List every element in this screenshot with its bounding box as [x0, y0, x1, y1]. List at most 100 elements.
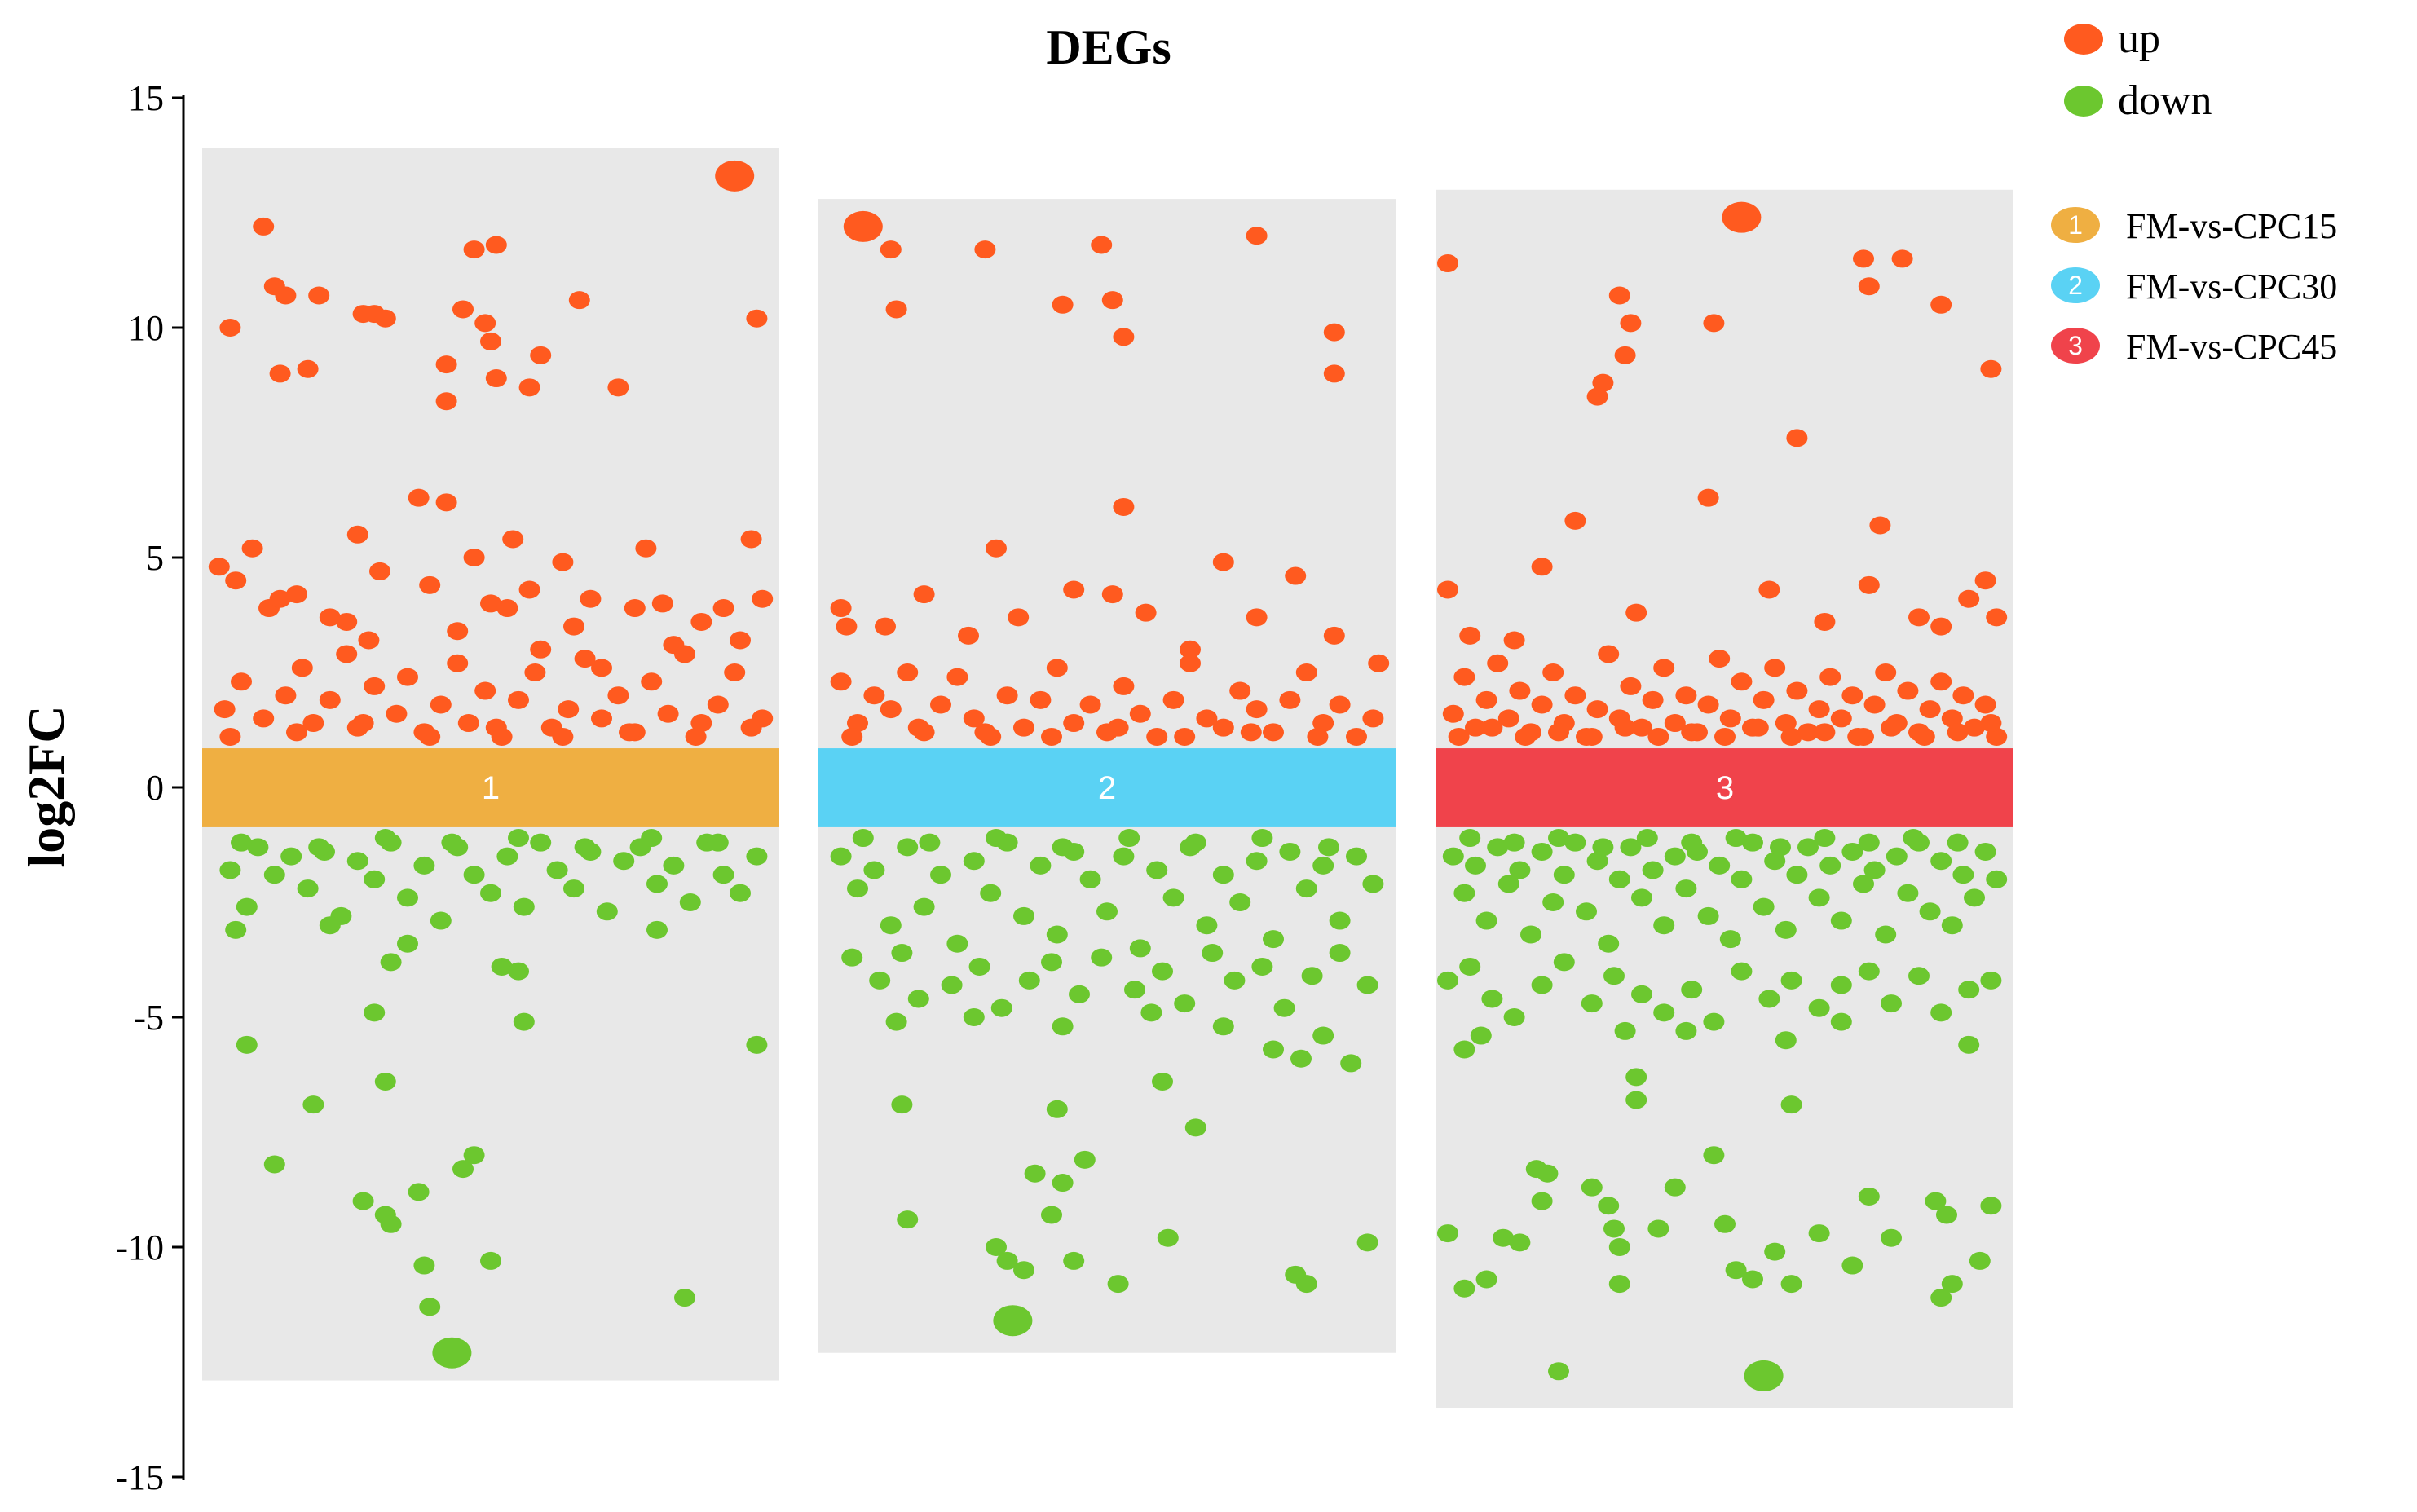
group-3-up-point	[1453, 668, 1475, 686]
group-3-down-point	[1664, 847, 1686, 866]
group-3-down-point	[1714, 1214, 1736, 1233]
group-3-up-point	[1731, 672, 1753, 691]
y-tick-label: 10	[128, 308, 164, 348]
group-3-down-point	[1453, 1040, 1475, 1059]
group-2-down-point	[1290, 1049, 1312, 1068]
group-2-down-point	[1356, 976, 1378, 994]
group-3-up-point	[1747, 718, 1769, 737]
group-3-up-point	[1930, 617, 1952, 636]
group-1-up-point	[302, 714, 324, 733]
group-1-down-point	[679, 893, 701, 911]
group-3-down-point	[1974, 842, 1996, 861]
group-3-down-point	[1858, 1187, 1880, 1206]
group-2-down-point	[869, 971, 891, 990]
group-2-up-point	[1113, 328, 1135, 346]
group-3-down-point	[1553, 953, 1575, 972]
group-1-up-point	[508, 690, 529, 709]
group-3-down-point	[1731, 962, 1753, 981]
group-3-up-point	[1858, 277, 1880, 296]
group-2-band-label: 2	[1098, 770, 1116, 806]
group-3-down-point	[1509, 861, 1531, 879]
group-3-down-point	[1719, 930, 1741, 949]
group-2-down-point	[885, 1012, 907, 1031]
group-1-down-point	[397, 934, 418, 953]
group-3-down-point	[1503, 1008, 1525, 1026]
group-2-up-point	[1129, 704, 1151, 723]
group-3-up-point	[1465, 718, 1486, 737]
group-2-down-point	[1091, 948, 1113, 967]
group-2-down-point	[830, 847, 852, 866]
group-3-down-point	[1576, 902, 1597, 921]
group-2-down-point	[930, 866, 951, 884]
group-3-up-point	[1930, 295, 1952, 314]
group-1-up-point	[485, 369, 507, 388]
group-2-up-point	[1323, 364, 1345, 383]
group-3-down-point	[1603, 967, 1625, 985]
group-3-up-point	[1714, 727, 1736, 746]
group-1-up-point	[452, 300, 474, 319]
group-1-up-point	[707, 695, 729, 714]
group-1-up-point	[408, 488, 430, 507]
group-3-up-point	[1598, 645, 1620, 663]
group-3-down-point	[1470, 1026, 1492, 1045]
group-1-down-point	[364, 1003, 386, 1022]
group-1-up-point	[730, 631, 751, 650]
group-3-up-point	[1625, 603, 1647, 622]
group-2-up-point	[974, 240, 996, 259]
group-3-up-point	[1681, 723, 1703, 742]
group-2-down-point	[1024, 1164, 1046, 1183]
group-1-up-point	[269, 364, 291, 383]
group-1-up-point	[485, 236, 507, 254]
group-3-up-point	[1647, 727, 1669, 746]
group-2-down-point	[1041, 953, 1062, 972]
group-2-down-point	[907, 990, 929, 1008]
group-2-down-point	[1229, 893, 1251, 911]
group-3-up-point	[1758, 580, 1780, 599]
group-2-up-point	[1180, 640, 1201, 659]
group-2-down-point	[1152, 1072, 1173, 1091]
group-3-up-point	[1980, 714, 2002, 733]
group-2-down-point	[1312, 856, 1334, 875]
group-3-down-point	[1453, 1279, 1475, 1298]
group-3-up-point	[1786, 681, 1808, 700]
legend-groups: 1 FM-vs-CPC15 2 FM-vs-CPC30 3 FM-vs-CPC45	[2051, 206, 2337, 367]
group-3-down-point	[1969, 1251, 1991, 1270]
group-1-down-point	[236, 897, 258, 916]
group-1-up-point	[502, 530, 524, 549]
group-2-down-point	[980, 884, 1002, 902]
group-2-down-point	[1251, 957, 1273, 976]
group-2-up-point	[1030, 690, 1052, 709]
group-1-up-point	[563, 617, 584, 636]
group-1-up-point	[291, 659, 313, 677]
group-2-up-point	[1246, 700, 1268, 719]
group-2-up-point	[907, 718, 929, 737]
group-3-down-point	[1493, 1228, 1514, 1247]
group-3-down-point	[1553, 866, 1575, 884]
group-3-up-point	[1919, 700, 1941, 719]
group-1-up-point	[690, 612, 712, 631]
group-3-up-point	[1709, 650, 1731, 668]
y-tick-label: 0	[146, 768, 164, 808]
group-3-up-point	[1437, 254, 1458, 273]
group-1-up-point	[308, 286, 330, 305]
group-3-down-point	[1620, 838, 1642, 857]
group-1-up-point	[463, 240, 485, 259]
group-3-down-point	[1814, 829, 1836, 848]
y-tick-label: 15	[128, 78, 164, 118]
group-3-down-point	[1465, 856, 1486, 875]
group-1-up-point	[364, 677, 386, 695]
group-1-up-point	[752, 709, 774, 728]
group-3-down-point	[1786, 866, 1808, 884]
group-2-down-point	[1107, 1275, 1129, 1294]
group-1-down-point	[263, 866, 285, 884]
group-3-down-point	[1958, 981, 1980, 999]
group-3-down-point	[1841, 842, 1863, 861]
group-1-down-point	[508, 962, 529, 981]
group-3-down-point	[1952, 866, 1974, 884]
group-1-down-point	[563, 879, 584, 898]
group-3-down-point	[1775, 920, 1797, 939]
group-1-up-point	[358, 631, 380, 650]
group-3-down-point	[1564, 833, 1586, 852]
group-1-up-point	[552, 727, 574, 746]
group-1-up-point	[480, 332, 501, 350]
